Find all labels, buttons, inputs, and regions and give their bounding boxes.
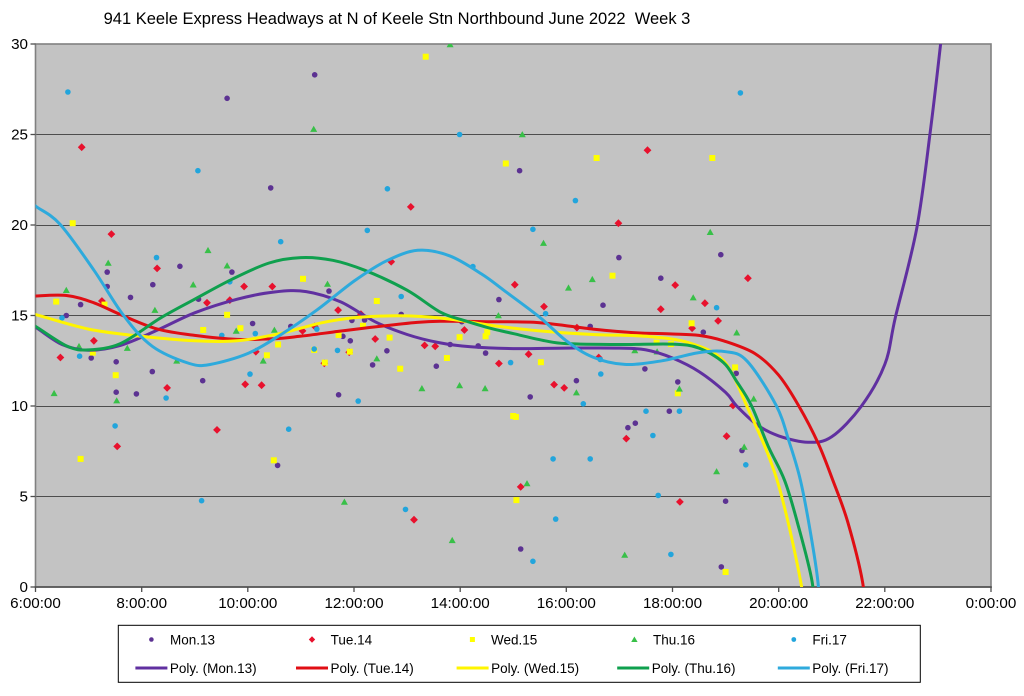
svg-text:0: 0 [20,579,28,596]
svg-text:10:00:00: 10:00:00 [218,595,277,612]
svg-text:30: 30 [11,36,28,53]
svg-text:Mon.13: Mon.13 [170,632,215,647]
svg-text:Poly. (Wed.15): Poly. (Wed.15) [491,661,579,676]
svg-text:Thu.16: Thu.16 [653,632,695,647]
svg-text:Poly. (Thu.16): Poly. (Thu.16) [652,661,736,676]
svg-text:941 Keele Express Headways at: 941 Keele Express Headways at N of Keele… [104,10,691,28]
svg-text:Poly. (Tue.14): Poly. (Tue.14) [331,661,414,676]
svg-text:8:00:00: 8:00:00 [116,595,167,612]
svg-text:Poly. (Fri.17): Poly. (Fri.17) [812,661,888,676]
svg-text:15: 15 [11,308,28,325]
svg-text:Wed.15: Wed.15 [491,632,537,647]
svg-text:18:00:00: 18:00:00 [643,595,702,612]
svg-text:25: 25 [11,127,28,144]
svg-text:20:00:00: 20:00:00 [749,595,808,612]
svg-text:Tue.14: Tue.14 [331,632,373,647]
svg-text:16:00:00: 16:00:00 [537,595,596,612]
svg-text:6:00:00: 6:00:00 [10,595,61,612]
svg-text:12:00:00: 12:00:00 [324,595,383,612]
svg-text:5: 5 [20,489,28,506]
svg-text:22:00:00: 22:00:00 [855,595,914,612]
svg-text:10: 10 [11,398,28,415]
svg-text:20: 20 [11,217,28,234]
svg-text:0:00:00: 0:00:00 [966,595,1017,612]
svg-text:14:00:00: 14:00:00 [431,595,490,612]
svg-text:Poly. (Mon.13): Poly. (Mon.13) [170,661,257,676]
svg-text:Fri.17: Fri.17 [812,632,847,647]
